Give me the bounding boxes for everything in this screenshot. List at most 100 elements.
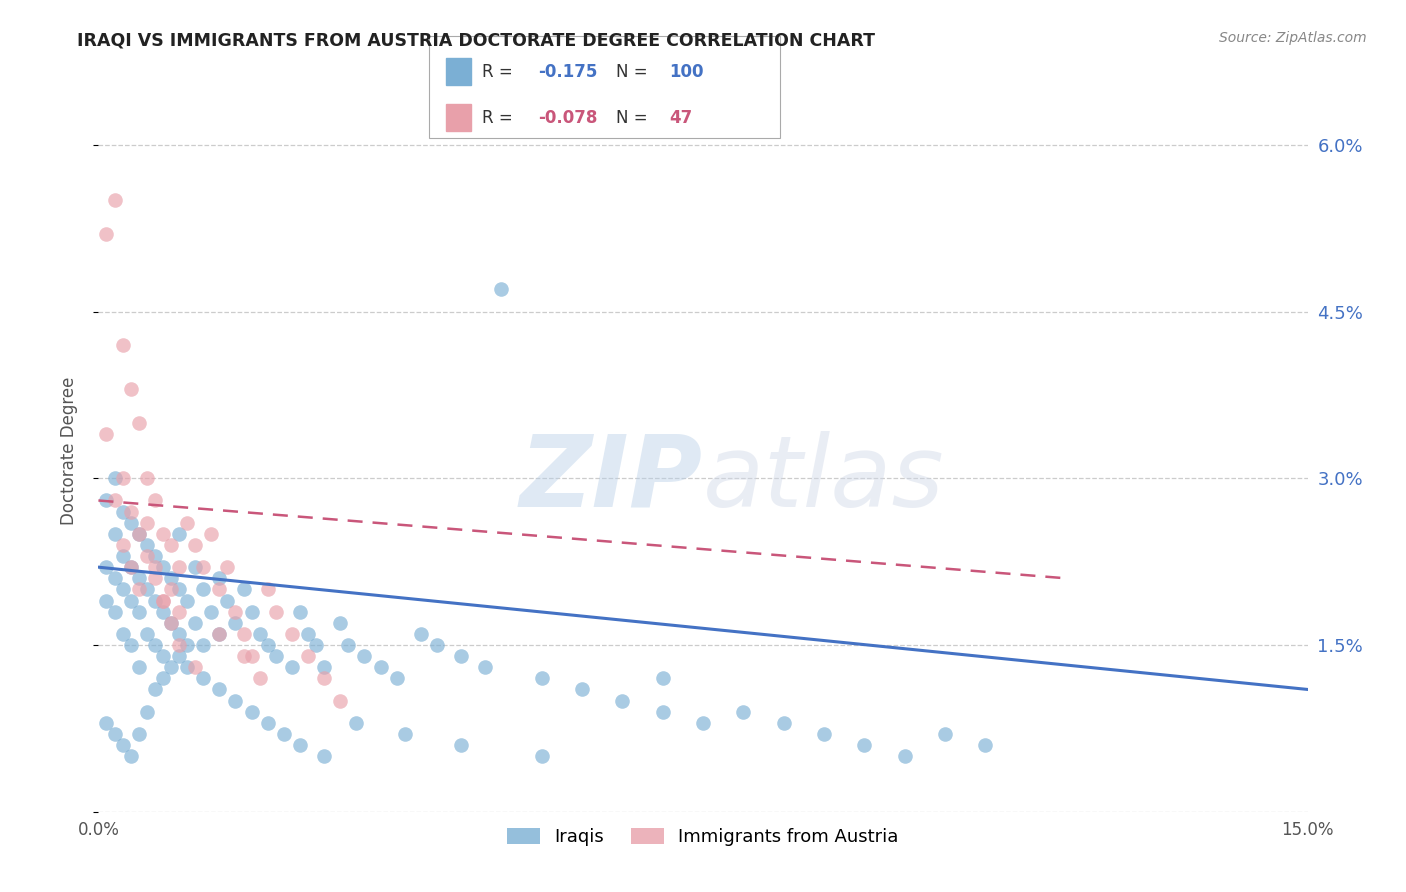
Point — [135, 538, 157, 552]
Point — [96, 593, 118, 607]
Point — [96, 227, 118, 241]
Point — [232, 649, 254, 664]
Point — [128, 526, 150, 541]
Point — [450, 738, 472, 752]
Point — [128, 582, 150, 597]
Text: -0.078: -0.078 — [538, 109, 598, 127]
Text: ZIP: ZIP — [520, 431, 703, 528]
Point — [143, 593, 166, 607]
Point — [111, 627, 134, 641]
Point — [111, 549, 134, 563]
Point — [314, 749, 336, 764]
Point — [370, 660, 392, 674]
Point — [651, 705, 673, 719]
Point — [249, 627, 271, 641]
Text: atlas: atlas — [703, 431, 945, 528]
Point — [135, 549, 157, 563]
Point — [103, 194, 125, 208]
Point — [491, 282, 513, 296]
Point — [160, 571, 183, 585]
Point — [193, 582, 215, 597]
Text: Source: ZipAtlas.com: Source: ZipAtlas.com — [1219, 31, 1367, 45]
Text: IRAQI VS IMMIGRANTS FROM AUSTRIA DOCTORATE DEGREE CORRELATION CHART: IRAQI VS IMMIGRANTS FROM AUSTRIA DOCTORA… — [77, 31, 876, 49]
Point — [103, 571, 125, 585]
Point — [120, 749, 142, 764]
Point — [160, 615, 183, 630]
Point — [249, 671, 271, 685]
Point — [152, 593, 174, 607]
Point — [176, 638, 198, 652]
Point — [217, 560, 239, 574]
Point — [120, 560, 142, 574]
Point — [772, 715, 794, 730]
Point — [813, 727, 835, 741]
Point — [111, 471, 134, 485]
Point — [103, 727, 125, 741]
Point — [152, 671, 174, 685]
Point — [96, 426, 118, 441]
Point — [111, 538, 134, 552]
Text: N =: N = — [616, 62, 652, 80]
Point — [176, 660, 198, 674]
Point — [120, 382, 142, 396]
Point — [184, 538, 207, 552]
Point — [264, 605, 287, 619]
Point — [152, 526, 174, 541]
Point — [103, 471, 125, 485]
Point — [167, 526, 190, 541]
Point — [612, 693, 634, 707]
Point — [152, 560, 174, 574]
Point — [232, 627, 254, 641]
Point — [128, 416, 150, 430]
Point — [135, 582, 157, 597]
Point — [409, 627, 432, 641]
Point — [160, 660, 183, 674]
Point — [385, 671, 408, 685]
Point — [193, 560, 215, 574]
Point — [128, 526, 150, 541]
Point — [297, 649, 319, 664]
Point — [176, 593, 198, 607]
Point — [474, 660, 496, 674]
Point — [143, 549, 166, 563]
Point — [152, 593, 174, 607]
Point — [120, 505, 142, 519]
Point — [281, 660, 304, 674]
Point — [167, 560, 190, 574]
Point — [103, 526, 125, 541]
Point — [314, 660, 336, 674]
Point — [240, 649, 263, 664]
Point — [103, 605, 125, 619]
Point — [256, 582, 278, 597]
Point — [135, 627, 157, 641]
Point — [135, 705, 157, 719]
Point — [256, 638, 278, 652]
Text: -0.175: -0.175 — [538, 62, 598, 80]
Point — [167, 649, 190, 664]
Point — [143, 493, 166, 508]
Point — [353, 649, 375, 664]
Point — [193, 671, 215, 685]
Point — [167, 638, 190, 652]
Point — [111, 505, 134, 519]
Point — [208, 571, 231, 585]
Point — [314, 671, 336, 685]
Point — [96, 560, 118, 574]
FancyBboxPatch shape — [446, 58, 471, 85]
Point — [184, 615, 207, 630]
Point — [692, 715, 714, 730]
Point — [530, 671, 553, 685]
Point — [160, 538, 183, 552]
Point — [167, 582, 190, 597]
Point — [273, 727, 295, 741]
Point — [193, 638, 215, 652]
Point — [135, 471, 157, 485]
Point — [128, 660, 150, 674]
Point — [111, 338, 134, 352]
Point — [160, 615, 183, 630]
Point — [240, 605, 263, 619]
Point — [143, 638, 166, 652]
Text: N =: N = — [616, 109, 652, 127]
FancyBboxPatch shape — [429, 36, 780, 138]
Point — [135, 516, 157, 530]
